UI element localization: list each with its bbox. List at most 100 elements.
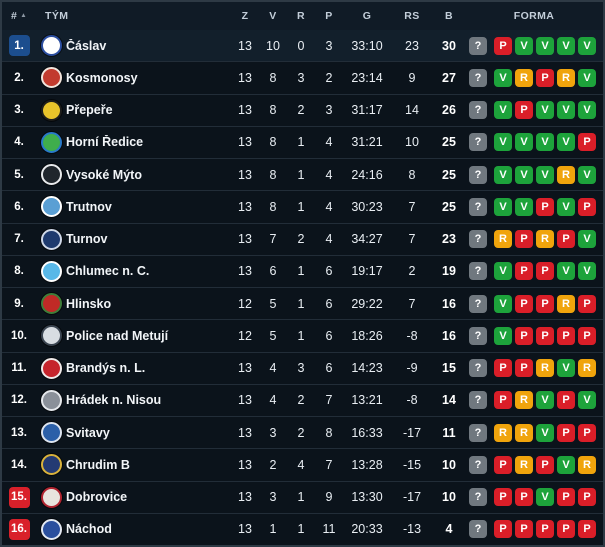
- next-match-badge[interactable]: ?: [469, 294, 487, 313]
- next-match-badge[interactable]: ?: [469, 68, 487, 87]
- form-result-badge[interactable]: V: [494, 68, 512, 87]
- table-row[interactable]: 2. Kosmonosy 13 8 3 2 23:14 9 27? V R P R V: [2, 61, 603, 94]
- table-row[interactable]: 13. Svitavy 13 3 2 8 16:33 -17 11? R R V P P: [2, 416, 603, 449]
- column-header-rank[interactable]: # ▲: [2, 10, 36, 22]
- team-name[interactable]: Vysoké Mýto: [66, 167, 142, 182]
- table-row[interactable]: 14. Chrudim B 13 2 4 7 13:28 -15 10? P R P V R: [2, 448, 603, 481]
- next-match-badge[interactable]: ?: [469, 423, 487, 442]
- form-result-badge[interactable]: P: [536, 294, 554, 313]
- table-row[interactable]: 7. Turnov 13 7 2 4 34:27 7 23? R P R P V: [2, 222, 603, 255]
- form-result-badge[interactable]: V: [578, 36, 596, 55]
- form-result-badge[interactable]: V: [515, 197, 533, 216]
- form-result-badge[interactable]: P: [578, 423, 596, 442]
- team-name[interactable]: Trutnov: [66, 199, 112, 214]
- form-result-badge[interactable]: V: [536, 391, 554, 410]
- form-result-badge[interactable]: V: [494, 326, 512, 345]
- form-result-badge[interactable]: V: [578, 262, 596, 281]
- table-row[interactable]: 8. Chlumec n. C. 13 6 1 6 19:17 2 19? V P P V V: [2, 254, 603, 287]
- next-match-badge[interactable]: ?: [469, 520, 487, 539]
- next-match-badge[interactable]: ?: [469, 133, 487, 152]
- team-name[interactable]: Svitavy: [66, 425, 110, 440]
- next-match-badge[interactable]: ?: [469, 488, 487, 507]
- form-result-badge[interactable]: V: [557, 455, 575, 474]
- column-header-forma[interactable]: FORMA: [513, 10, 555, 22]
- form-result-badge[interactable]: P: [578, 197, 596, 216]
- form-result-badge[interactable]: P: [557, 230, 575, 249]
- form-result-badge[interactable]: P: [494, 520, 512, 539]
- form-result-badge[interactable]: P: [557, 520, 575, 539]
- form-result-badge[interactable]: R: [557, 294, 575, 313]
- table-row[interactable]: 6. Trutnov 13 8 1 4 30:23 7 25? V V P V P: [2, 190, 603, 223]
- column-header-p[interactable]: P: [325, 10, 333, 22]
- table-row[interactable]: 4. Horní Ředice 13 8 1 4 31:21 10 25? V V V V P: [2, 125, 603, 158]
- form-result-badge[interactable]: V: [494, 133, 512, 152]
- next-match-badge[interactable]: ?: [469, 262, 487, 281]
- form-result-badge[interactable]: R: [515, 423, 533, 442]
- next-match-badge[interactable]: ?: [469, 455, 487, 474]
- form-result-badge[interactable]: P: [515, 101, 533, 120]
- next-match-badge[interactable]: ?: [469, 359, 487, 378]
- column-header-rs[interactable]: RS: [404, 10, 420, 22]
- table-row[interactable]: 16. Náchod 13 1 1 11 20:33 -13 4? P P P P P: [2, 512, 603, 545]
- form-result-badge[interactable]: V: [578, 101, 596, 120]
- next-match-badge[interactable]: ?: [469, 197, 487, 216]
- column-header-v[interactable]: V: [269, 10, 277, 22]
- team-name[interactable]: Horní Ředice: [66, 135, 144, 150]
- form-result-badge[interactable]: V: [515, 36, 533, 55]
- next-match-badge[interactable]: ?: [469, 36, 487, 55]
- column-header-z[interactable]: Z: [241, 10, 249, 22]
- form-result-badge[interactable]: V: [557, 101, 575, 120]
- next-match-badge[interactable]: ?: [469, 326, 487, 345]
- form-result-badge[interactable]: V: [494, 294, 512, 313]
- form-result-badge[interactable]: V: [515, 133, 533, 152]
- form-result-badge[interactable]: V: [578, 230, 596, 249]
- form-result-badge[interactable]: V: [515, 165, 533, 184]
- form-result-badge[interactable]: V: [536, 133, 554, 152]
- form-result-badge[interactable]: V: [536, 101, 554, 120]
- form-result-badge[interactable]: P: [557, 326, 575, 345]
- form-result-badge[interactable]: P: [515, 520, 533, 539]
- form-result-badge[interactable]: R: [536, 230, 554, 249]
- form-result-badge[interactable]: P: [578, 326, 596, 345]
- form-result-badge[interactable]: V: [536, 165, 554, 184]
- team-name[interactable]: Náchod: [66, 522, 112, 537]
- form-result-badge[interactable]: P: [557, 391, 575, 410]
- form-result-badge[interactable]: V: [536, 488, 554, 507]
- form-result-badge[interactable]: R: [578, 455, 596, 474]
- team-name[interactable]: Čáslav: [66, 38, 107, 53]
- form-result-badge[interactable]: P: [494, 488, 512, 507]
- table-row[interactable]: 3. Přepeře 13 8 2 3 31:17 14 26? V P V V V: [2, 93, 603, 126]
- form-result-badge[interactable]: P: [557, 423, 575, 442]
- form-result-badge[interactable]: V: [557, 133, 575, 152]
- form-result-badge[interactable]: R: [578, 359, 596, 378]
- team-name[interactable]: Turnov: [66, 232, 108, 247]
- team-name[interactable]: Kosmonosy: [66, 70, 138, 85]
- form-result-badge[interactable]: V: [494, 262, 512, 281]
- form-result-badge[interactable]: P: [578, 488, 596, 507]
- form-result-badge[interactable]: R: [557, 68, 575, 87]
- team-name[interactable]: Police nad Metují: [66, 328, 169, 343]
- team-name[interactable]: Dobrovice: [66, 490, 128, 505]
- column-header-r[interactable]: R: [297, 10, 305, 22]
- form-result-badge[interactable]: P: [515, 230, 533, 249]
- form-result-badge[interactable]: P: [494, 455, 512, 474]
- form-result-badge[interactable]: R: [515, 455, 533, 474]
- form-result-badge[interactable]: P: [536, 262, 554, 281]
- form-result-badge[interactable]: R: [494, 423, 512, 442]
- form-result-badge[interactable]: V: [557, 262, 575, 281]
- form-result-badge[interactable]: V: [578, 68, 596, 87]
- form-result-badge[interactable]: P: [578, 520, 596, 539]
- form-result-badge[interactable]: P: [515, 294, 533, 313]
- table-row[interactable]: 10. Police nad Metují 12 5 1 6 18:26 -8 16? V P P P P: [2, 319, 603, 352]
- form-result-badge[interactable]: P: [578, 294, 596, 313]
- form-result-badge[interactable]: V: [557, 197, 575, 216]
- form-result-badge[interactable]: V: [494, 165, 512, 184]
- form-result-badge[interactable]: V: [578, 165, 596, 184]
- team-name[interactable]: Chlumec n. C.: [66, 264, 150, 279]
- team-name[interactable]: Hlinsko: [66, 296, 112, 311]
- form-result-badge[interactable]: R: [536, 359, 554, 378]
- form-result-badge[interactable]: R: [515, 68, 533, 87]
- next-match-badge[interactable]: ?: [469, 391, 487, 410]
- form-result-badge[interactable]: V: [536, 36, 554, 55]
- table-row[interactable]: 12. Hrádek n. Nisou 13 4 2 7 13:21 -8 14? P R V P V: [2, 383, 603, 416]
